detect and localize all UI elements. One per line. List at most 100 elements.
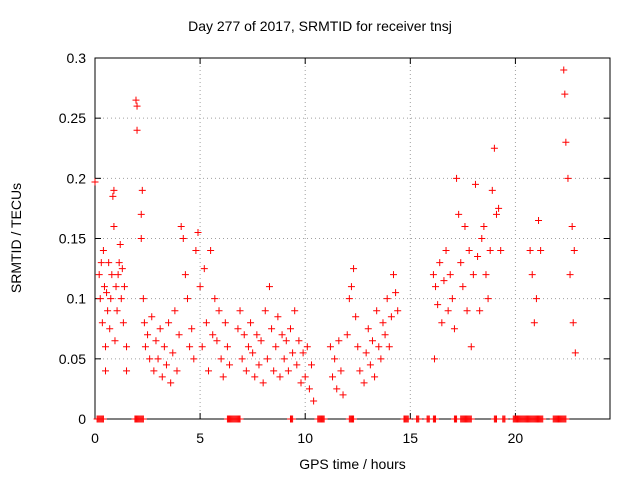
x-tick-label: 20: [508, 430, 524, 446]
data-point: [446, 271, 454, 279]
data-point: [486, 247, 494, 255]
data-point: [119, 319, 127, 327]
data-point: [146, 355, 154, 363]
data-point: [110, 222, 118, 230]
x-tick-label: 5: [196, 430, 204, 446]
data-point: [139, 415, 147, 423]
data-point: [265, 283, 273, 291]
data-point: [103, 289, 111, 297]
data-point: [453, 174, 461, 182]
data-point: [152, 337, 160, 345]
data-point: [117, 295, 125, 303]
data-point: [167, 379, 175, 387]
data-point: [350, 415, 358, 423]
data-point: [154, 355, 162, 363]
data-point: [352, 313, 360, 321]
data-point: [133, 102, 141, 110]
data-point: [356, 367, 364, 375]
data-point: [165, 319, 173, 327]
data-point: [249, 349, 257, 357]
data-point: [113, 307, 121, 315]
data-point: [284, 367, 292, 375]
data-point: [444, 307, 452, 315]
data-point: [99, 415, 107, 423]
data-point: [116, 241, 124, 249]
data-point: [459, 283, 467, 291]
data-point: [270, 367, 278, 375]
data-point: [274, 313, 282, 321]
data-point: [272, 343, 280, 351]
data-point: [278, 331, 286, 339]
data-point: [221, 319, 229, 327]
x-tick-label: 10: [297, 430, 313, 446]
data-point: [303, 343, 311, 351]
data-point: [289, 349, 297, 357]
plot-frame: [94, 57, 611, 420]
data-point: [354, 343, 362, 351]
data-point: [394, 307, 402, 315]
axis-ticks: 0 0.05 0.1 0.15 0.2 0.25 0.3 0 5 10 15 20: [59, 50, 610, 446]
data-point: [532, 295, 540, 303]
data-point: [415, 415, 423, 423]
data-point: [362, 349, 370, 357]
data-point: [162, 361, 170, 369]
data-point: [171, 307, 179, 315]
data-point: [108, 271, 116, 279]
data-point: [223, 343, 231, 351]
data-point: [343, 331, 351, 339]
data-point: [226, 361, 234, 369]
data-point: [211, 295, 219, 303]
data-point: [238, 355, 246, 363]
data-point: [463, 307, 471, 315]
data-point: [495, 204, 503, 212]
data-point: [137, 235, 145, 242]
data-point: [429, 271, 437, 279]
data-point: [194, 228, 202, 236]
y-tick-label: 0.1: [67, 291, 87, 307]
data-point: [253, 331, 261, 339]
x-tick-label: 15: [403, 430, 419, 446]
y-tick-label: 0.05: [59, 351, 86, 367]
data-point: [234, 325, 242, 333]
data-point: [280, 355, 288, 363]
data-point: [570, 247, 578, 255]
data-point: [109, 192, 117, 200]
data-point: [438, 319, 446, 327]
data-point: [133, 126, 141, 134]
data-point: [160, 343, 168, 351]
data-point: [196, 283, 204, 291]
data-point: [202, 319, 210, 327]
data-point: [385, 343, 393, 351]
x-tick-label: 0: [91, 430, 99, 446]
data-point: [236, 307, 244, 315]
data-point: [107, 295, 115, 303]
data-point: [345, 295, 353, 303]
data-point: [259, 379, 267, 387]
data-point: [244, 343, 252, 351]
data-point: [569, 319, 577, 327]
y-tick-label: 0: [78, 411, 86, 427]
data-point: [482, 271, 490, 279]
data-point: [335, 337, 343, 345]
data-point: [150, 367, 158, 375]
data-point: [568, 222, 576, 230]
data-point: [99, 247, 107, 255]
data-point: [175, 331, 183, 339]
data-point: [461, 222, 469, 230]
data-point: [97, 259, 105, 267]
data-point: [139, 295, 147, 303]
data-point: [179, 235, 187, 242]
data-point: [379, 319, 387, 327]
y-tick-label: 0.2: [67, 170, 87, 186]
data-point: [148, 313, 156, 321]
y-axis-label: SRMTID / TECUs: [8, 182, 24, 294]
data-point: [286, 325, 294, 333]
data-point: [488, 186, 496, 194]
data-point: [263, 355, 271, 363]
data-point: [457, 259, 465, 267]
data-point: [282, 337, 290, 345]
data-point: [276, 373, 284, 381]
data-point: [257, 337, 265, 345]
data-point: [118, 265, 126, 273]
data-point: [144, 331, 152, 339]
